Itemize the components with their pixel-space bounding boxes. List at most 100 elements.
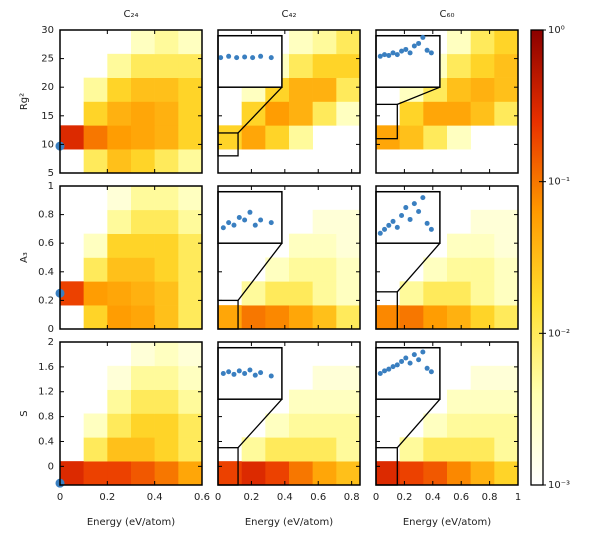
heat-cell [494, 101, 519, 126]
inset-point [420, 195, 426, 201]
inset-point [428, 226, 434, 232]
heat-cell [154, 413, 179, 438]
y-tick-label: 5 [48, 168, 54, 179]
heat-cell [447, 413, 471, 438]
inset-point [377, 53, 383, 59]
heat-cell [447, 281, 471, 306]
heat-cell [265, 413, 290, 438]
heat-cell [447, 53, 471, 78]
heat-cell [447, 461, 471, 486]
heat-cell [178, 281, 203, 306]
inset-point [258, 370, 264, 376]
y-tick-label: 0 [48, 461, 54, 472]
heat-cell [265, 281, 290, 306]
heat-cell [336, 365, 361, 390]
heat-cell [107, 149, 132, 174]
inset-point [218, 55, 224, 61]
heat-cell [312, 77, 337, 102]
inset-point [268, 220, 274, 226]
inset-point [250, 55, 256, 61]
heat-cell [131, 437, 155, 462]
panel-frame [217, 341, 361, 486]
inset-point [382, 368, 388, 374]
heat-cell [178, 125, 203, 150]
panel-frame [375, 341, 519, 486]
panel [217, 341, 361, 486]
heat-cell [494, 53, 519, 78]
heat-cell [178, 413, 203, 438]
inset-point [420, 349, 426, 355]
colorbar-tick-label: 10⁻³ [548, 480, 570, 491]
heat-cell [107, 233, 132, 258]
inset-box [217, 34, 283, 88]
heat-cell [447, 233, 471, 258]
heat-cell [470, 30, 495, 55]
heat-cell [178, 149, 203, 174]
x-axis-label: Energy (eV/atom) [87, 517, 175, 528]
heat-cell [289, 101, 313, 126]
heat-cell [107, 389, 132, 414]
zoom-connector [237, 86, 283, 134]
colorbar [530, 29, 544, 486]
x-tick-label: 0.4 [147, 492, 163, 503]
heat-cell [83, 437, 108, 462]
heat-cell [447, 101, 471, 126]
heat-cell [154, 365, 179, 390]
heat-cell [83, 305, 108, 330]
inset-point [424, 47, 430, 53]
heat-cell [312, 365, 337, 390]
heat-cell [107, 186, 132, 211]
inset-point [242, 217, 248, 223]
y-tick-label: 0.8 [38, 210, 54, 221]
heat-cell [83, 461, 108, 486]
heat-cell [131, 413, 155, 438]
heat-cell [312, 233, 337, 258]
heat-cell [107, 125, 132, 150]
heat-cell [494, 77, 519, 102]
heat-cell [107, 281, 132, 306]
y-tick-label: 0.2 [38, 295, 54, 306]
heat-cell [178, 257, 203, 282]
panel [55, 185, 203, 330]
inset-point [399, 48, 405, 54]
heat-cell [312, 437, 337, 462]
heat-cell [154, 209, 179, 234]
inset-point [390, 364, 396, 370]
heat-cell [131, 281, 155, 306]
y-tick-label: 0.8 [38, 412, 54, 423]
heat-cell [241, 437, 266, 462]
inset-point [416, 209, 422, 215]
heat-cell [447, 125, 471, 150]
column-title: C₆₀ [440, 9, 455, 20]
inset-point [226, 369, 232, 375]
heat-cell [336, 233, 361, 258]
inset-point [416, 40, 422, 46]
heat-cell [154, 186, 179, 211]
x-tick-label: 0.8 [482, 492, 498, 503]
heat-cell [336, 437, 361, 462]
y-axis-label: A₃ [19, 252, 30, 263]
y-tick-label: 30 [41, 25, 54, 36]
heat-cell [470, 257, 495, 282]
zoom-connector [396, 242, 441, 293]
heat-cell [131, 233, 155, 258]
heat-cell [154, 257, 179, 282]
heat-cell [399, 437, 424, 462]
heat-cell [289, 305, 313, 330]
column-title: C₄₂ [282, 9, 297, 20]
heat-cell [494, 389, 519, 414]
panel [55, 29, 203, 174]
heat-cell [423, 257, 448, 282]
heat-cell [470, 305, 495, 330]
heat-cell [312, 101, 337, 126]
heat-cell [131, 305, 155, 330]
inset-point [407, 360, 413, 366]
heat-cell [423, 305, 448, 330]
x-tick-label: 0.2 [396, 492, 412, 503]
inset-point [428, 50, 434, 56]
heat-cell [60, 125, 84, 150]
heat-cell [107, 365, 132, 390]
heat-cell [83, 77, 108, 102]
panel-frame [217, 29, 361, 174]
heat-cell [494, 209, 519, 234]
